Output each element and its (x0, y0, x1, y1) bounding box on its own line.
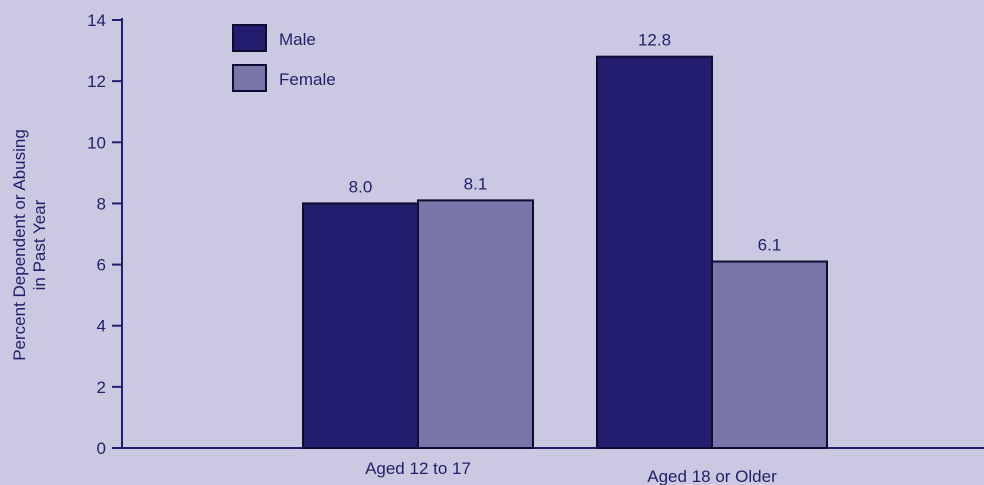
legend-label-female: Female (279, 70, 336, 89)
y-tick-label: 6 (97, 256, 106, 275)
bar-value-label: 8.0 (349, 177, 373, 196)
legend-swatch-female (232, 64, 267, 92)
y-tick-label: 10 (87, 133, 106, 152)
y-axis-title: Percent Dependent or Abusing in Past Yea… (10, 129, 49, 361)
y-tick-label: 4 (97, 317, 106, 336)
y-axis-title-line-1: Percent Dependent or Abusing (10, 129, 29, 361)
bar-male (302, 202, 419, 449)
axes: 0 2 4 6 8 10 12 14 Aged 12 to 17 Aged 18 or Older (87, 11, 984, 485)
legend-swatch-male (232, 24, 267, 52)
bar-value-label: 12.8 (638, 31, 671, 50)
bar-female (711, 260, 828, 449)
bar-value-label: 8.1 (464, 174, 488, 193)
y-tick-label: 12 (87, 72, 106, 91)
y-tick-label: 2 (97, 378, 106, 397)
bars: 8.0 12.8 8.1 6.1 (302, 31, 828, 450)
legend-label-male: Male (279, 30, 316, 49)
y-tick-label: 8 (97, 194, 106, 213)
y-axis-title-line-2: in Past Year (30, 199, 49, 290)
y-tick-label: 0 (97, 439, 106, 458)
bar-value-label: 6.1 (758, 236, 782, 255)
y-tick-label: 14 (87, 11, 106, 30)
x-category-label: Aged 12 to 17 (365, 459, 471, 478)
x-category-label: Aged 18 or Older (647, 467, 777, 485)
legend: Male Female (232, 24, 336, 92)
bar-male (596, 55, 713, 450)
bar-female (417, 199, 534, 449)
